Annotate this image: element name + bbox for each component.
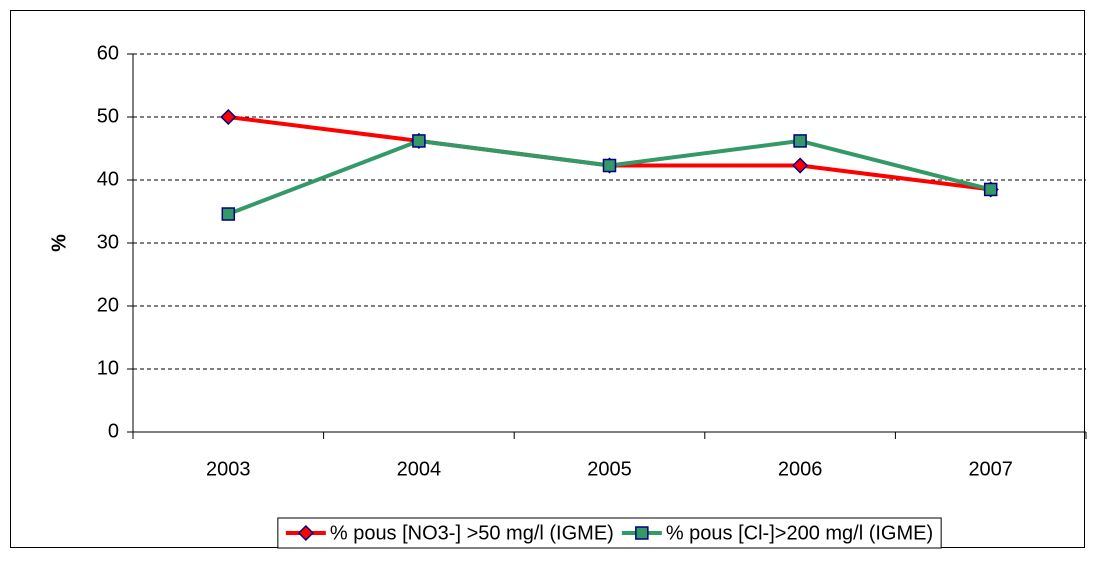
legend-item: % pous [NO3-] >50 mg/l (IGME) <box>285 522 614 544</box>
y-tick-label: 0 <box>108 420 119 442</box>
marker <box>220 108 237 126</box>
y-axis-label: % <box>48 234 70 252</box>
y-tick-label: 40 <box>97 168 119 190</box>
y-tick-label: 10 <box>97 357 119 379</box>
y-tick-label: 50 <box>97 105 119 127</box>
marker <box>412 134 426 148</box>
marker <box>983 182 998 197</box>
legend-label: % pous [NO3-] >50 mg/l (IGME) <box>330 522 614 544</box>
x-tick-label: 2004 <box>397 458 442 480</box>
marker <box>297 524 314 542</box>
chart-border <box>10 10 1085 548</box>
marker <box>635 526 649 540</box>
legend-item: % pous [Cl-]>200 mg/l (IGME) <box>621 522 933 544</box>
legend: % pous [NO3-] >50 mg/l (IGME) % pous [Cl-… <box>277 517 942 549</box>
x-tick-label: 2005 <box>587 458 632 480</box>
marker <box>602 158 617 173</box>
legend-label: % pous [Cl-]>200 mg/l (IGME) <box>666 522 933 544</box>
marker <box>792 157 809 174</box>
x-tick-label: 2007 <box>968 458 1013 480</box>
y-tick-label: 20 <box>97 294 119 316</box>
legend-box <box>277 517 942 549</box>
y-tick-label: 60 <box>97 42 119 64</box>
x-tick-label: 2003 <box>206 458 251 480</box>
x-tick-label: 2006 <box>778 458 823 480</box>
y-tick-label: 30 <box>97 231 119 253</box>
marker <box>793 134 807 148</box>
marker <box>221 207 236 221</box>
